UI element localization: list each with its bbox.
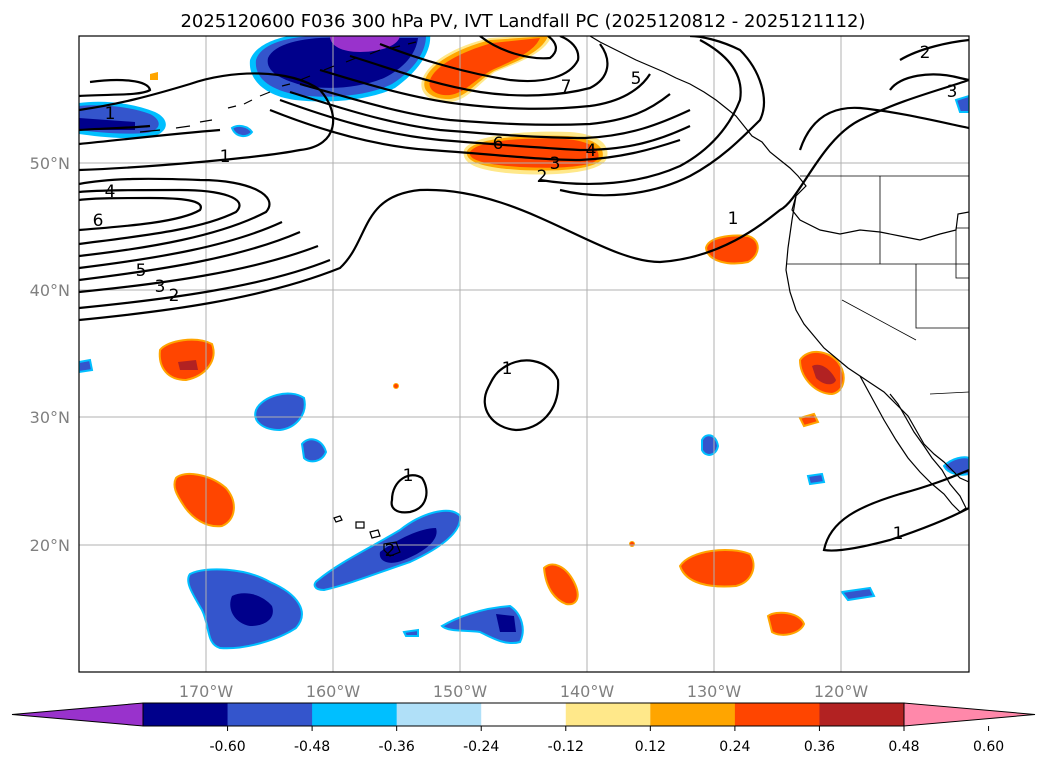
- colorbar-segment: [819, 703, 905, 726]
- contour-label: 3: [155, 277, 166, 297]
- colorbar-tick-label: 0.36: [804, 739, 835, 755]
- lat-tick-label: 20°N: [30, 536, 70, 555]
- contour-label: 6: [493, 134, 504, 154]
- positive-tiny-north: [150, 72, 158, 80]
- colorbar: -0.60 -0.48 -0.36 -0.24 -0.12 0.12 0.24 0.36 0.4…: [11, 702, 1036, 755]
- colorbar-segment: [143, 703, 229, 726]
- lat-tick-label: 40°N: [30, 281, 70, 300]
- latitude-ticks: 50°N 40°N 30°N 20°N: [30, 154, 70, 555]
- colorbar-tick-label: -0.12: [548, 739, 584, 755]
- colorbar-segment: [650, 703, 736, 726]
- negative-small-aleutian: [230, 124, 254, 138]
- contour-label: 5: [631, 69, 642, 89]
- positive-anomaly-west-hawaii-north: [158, 338, 215, 382]
- colorbar-segment: [481, 703, 567, 726]
- pv-contours: [79, 36, 969, 552]
- colorbar-segment: [734, 703, 820, 726]
- negative-anomaly-tiny-d: [402, 628, 419, 637]
- colorbar-frame: [142, 702, 905, 727]
- contour-label: 5: [136, 261, 147, 281]
- contour-label: 1: [105, 104, 116, 124]
- contour-label: 1: [403, 466, 414, 486]
- contour-label: 7: [561, 77, 572, 97]
- contour-label: 4: [586, 141, 597, 161]
- negative-anomaly-tiny-c: [806, 472, 826, 486]
- contour-label: 3: [550, 154, 561, 174]
- negative-anomaly-north-aleutian: [249, 36, 431, 102]
- map-panel: 1 1 4 6 5 3 2 6 3 4 2 7 5 2 3 1 1 1 1 2: [79, 36, 969, 672]
- map-frame: [78, 35, 970, 673]
- gridlines: [79, 36, 969, 672]
- colorbar-tick-label: 0.12: [635, 739, 666, 755]
- positive-dot-b: [629, 541, 635, 547]
- baja-peninsula: [859, 375, 967, 513]
- contour-label: 2: [169, 286, 180, 306]
- negative-anomaly-tiny-b: [840, 586, 876, 602]
- contour-label: 1: [728, 209, 739, 229]
- colorbar-tick-label: -0.24: [463, 739, 499, 755]
- positive-anomaly-south-small: [766, 611, 806, 636]
- hawaiian-islands: [333, 515, 401, 557]
- negative-anomaly-south-west: [187, 568, 303, 650]
- colorbar-extend-high: [903, 702, 1036, 727]
- positive-anomaly-baja-offshore: [678, 549, 755, 588]
- positive-anomaly-east-pacific-mid: [542, 563, 579, 606]
- negative-anomaly-west-tiny: [79, 358, 94, 374]
- contour-label: 2: [537, 167, 548, 187]
- lat-tick-label: 50°N: [30, 154, 70, 173]
- colorbar-tick-label: -0.60: [209, 739, 245, 755]
- contour-label: 1: [220, 147, 231, 167]
- contour-label: 1: [502, 359, 513, 379]
- colorbar-tick-label: 0.60: [973, 739, 1004, 755]
- negative-anomaly-south-central: [440, 604, 524, 644]
- colorbar-extend-low: [11, 702, 144, 727]
- state-borders: [786, 176, 969, 395]
- negative-anomaly-mexico-edge: [942, 456, 969, 476]
- positive-anomaly-socal: [798, 351, 845, 396]
- contour-labels: 1 1 4 6 5 3 2 6 3 4 2 7 5 2 3 1 1 1 1 2: [93, 43, 958, 561]
- contour-label: 3: [947, 82, 958, 102]
- contour-label: 4: [105, 182, 116, 202]
- lon-tick-label: 120°W: [814, 682, 869, 701]
- negative-anomaly-hawaii-west-a: [254, 392, 306, 432]
- colorbar-tick-label: -0.48: [294, 739, 330, 755]
- colorbar-segment: [227, 703, 313, 726]
- lon-tick-label: 140°W: [560, 682, 615, 701]
- figure-title: 2025120600 F036 300 hPa PV, IVT Landfall…: [180, 11, 865, 32]
- lon-tick-label: 150°W: [433, 682, 488, 701]
- contour-label: 1: [893, 524, 904, 544]
- negative-anomaly-ne-edge: [954, 94, 969, 113]
- colorbar-tick-label: -0.36: [379, 739, 415, 755]
- positive-anomaly-west-hawaii-south: [173, 472, 235, 528]
- colorbar-segment: [396, 703, 482, 726]
- positive-anomaly-oregon-offshore: [704, 234, 759, 265]
- lon-tick-label: 130°W: [687, 682, 742, 701]
- colorbar-segment: [312, 703, 398, 726]
- lon-tick-label: 160°W: [306, 682, 361, 701]
- positive-dot-a: [393, 383, 399, 389]
- lon-tick-label: 170°W: [179, 682, 234, 701]
- contour-label: 2: [920, 43, 931, 63]
- coastlines: [139, 36, 969, 557]
- longitude-ticks: 170°W 160°W 150°W 140°W 130°W 120°W: [179, 682, 869, 701]
- aleutian-islands: [139, 41, 417, 133]
- negative-anomaly-hawaii-west-b: [300, 438, 328, 463]
- colorbar-tick-label: 0.48: [888, 739, 919, 755]
- colorbar-tick-label: 0.24: [719, 739, 750, 755]
- colorbar-segment: [565, 703, 651, 726]
- north-america-coast: [589, 36, 969, 241]
- lat-tick-label: 30°N: [30, 408, 70, 427]
- negative-anomaly-tiny-a: [701, 434, 720, 456]
- contour-label: 2: [385, 541, 396, 561]
- contour-label: 6: [93, 211, 104, 231]
